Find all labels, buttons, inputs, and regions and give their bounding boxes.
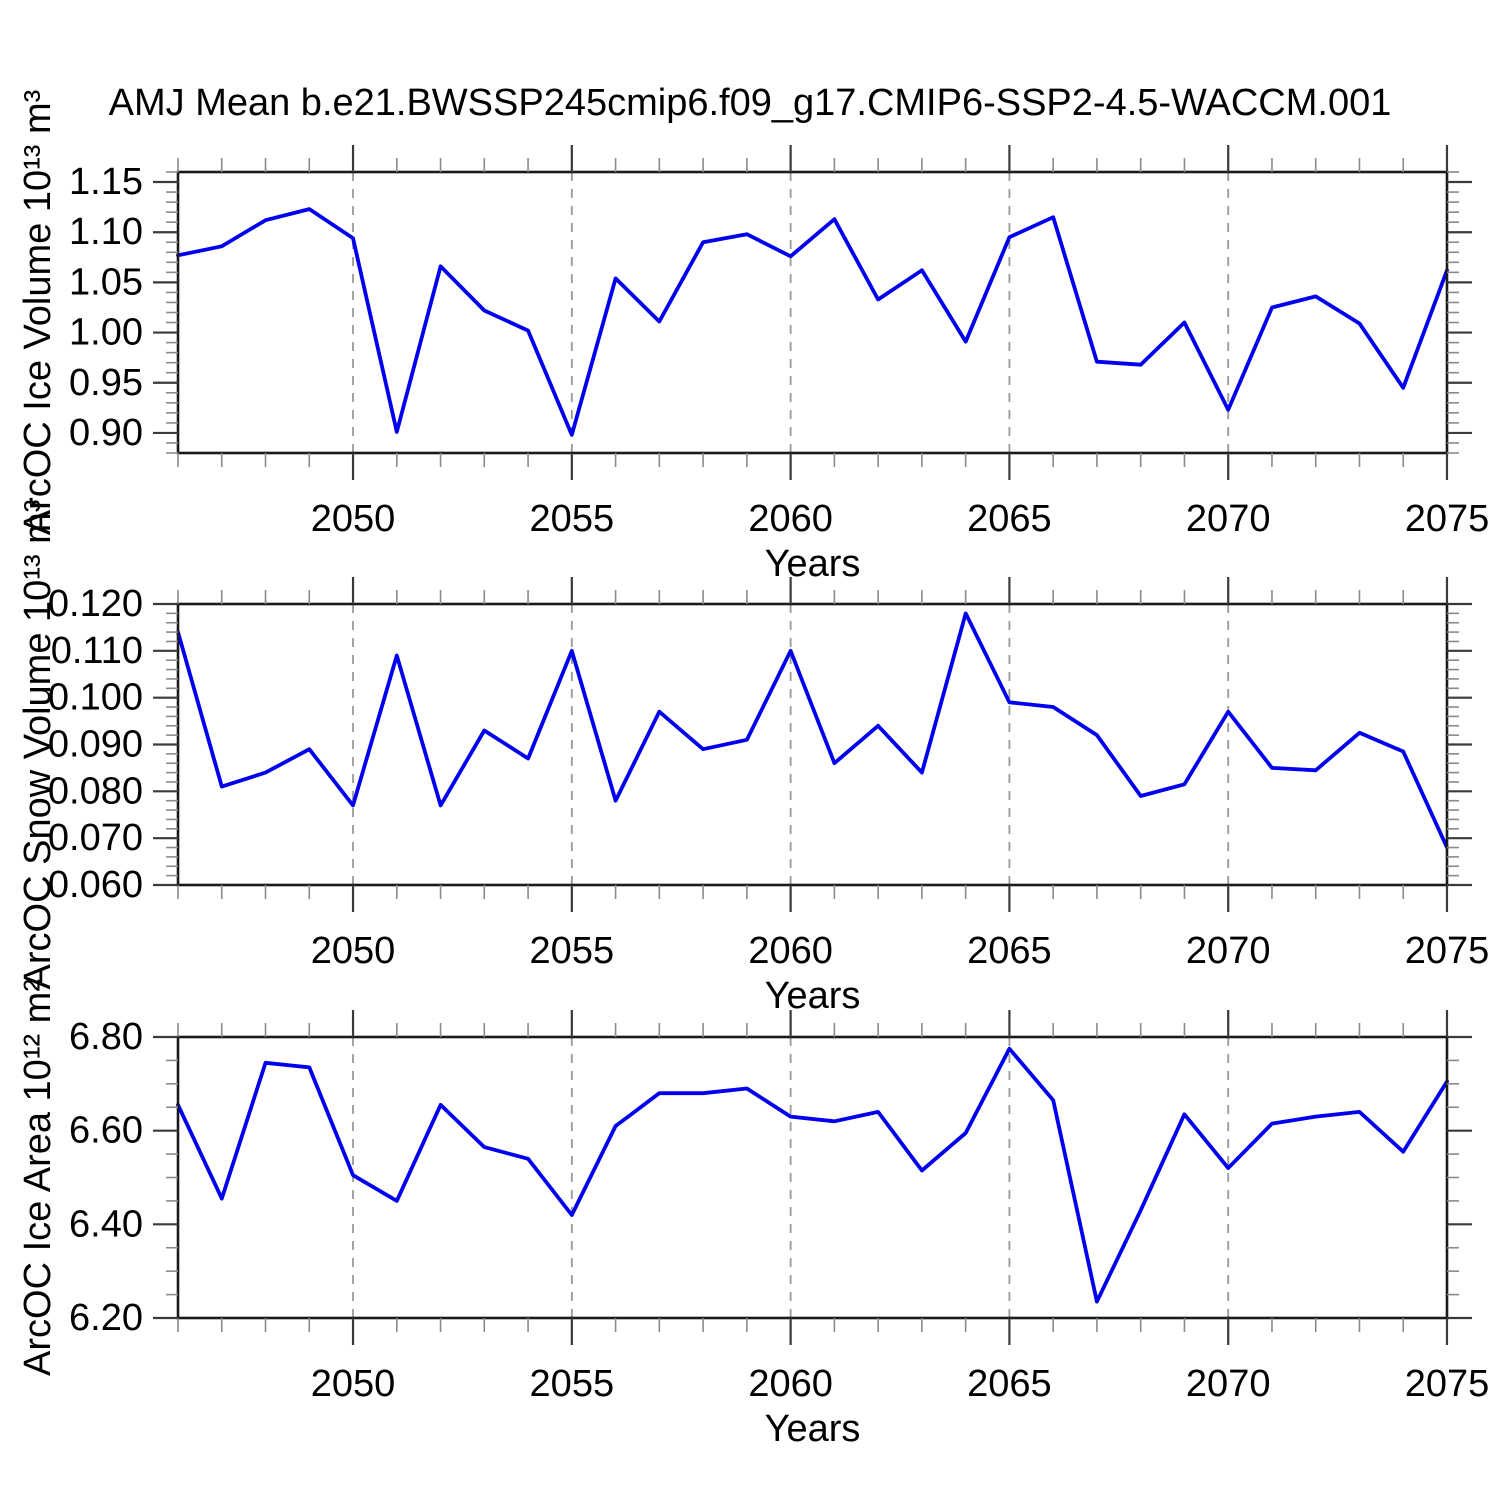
x-tick-labels: 2050 2055 2060 2065 2070 2075 (311, 930, 1490, 972)
y-ticks (153, 602, 1472, 887)
x-tick-label: 2050 (311, 498, 396, 540)
x-tick-labels: 2050 2055 2060 2065 2070 2075 (311, 1363, 1490, 1405)
x-tick-label: 2055 (530, 498, 615, 540)
y-axis-label: ArcOC Snow Volume 10¹³ m³ (17, 500, 59, 990)
x-tick-label: 2065 (967, 498, 1052, 540)
x-tick-label: 2050 (311, 930, 396, 972)
x-tick-label: 2065 (967, 930, 1052, 972)
x-tick-label: 2065 (967, 1363, 1052, 1405)
x-tick-label: 2070 (1186, 498, 1271, 540)
y-tick-label: 1.05 (69, 261, 143, 303)
x-tick-label: 2070 (1186, 1363, 1271, 1405)
x-tick-labels: 2050 2055 2060 2065 2070 2075 (311, 498, 1490, 540)
x-tick-label: 2075 (1405, 498, 1490, 540)
x-tick-label: 2075 (1405, 1363, 1490, 1405)
y-tick-label: 0.90 (69, 412, 143, 454)
panel-1: 0.90 0.95 1.00 1.05 1.10 1.15 2050 2055 2060 2065… (17, 90, 1489, 585)
y-tick-label: 0.110 (51, 630, 143, 672)
y-axis-label: ArcOC Ice Volume 10¹³ m³ (17, 90, 59, 536)
x-axis-label: Years (765, 975, 861, 1017)
chart-title: AMJ Mean b.e21.BWSSP245cmip6.f09_g17.CMI… (108, 82, 1392, 124)
y-tick-label: 0.080 (48, 770, 143, 812)
x-axis-label: Years (765, 543, 861, 585)
x-ticks (177, 1010, 1449, 1345)
y-tick-label: 6.40 (69, 1203, 143, 1245)
gridlines (352, 604, 1230, 885)
x-tick-label: 2050 (311, 1363, 396, 1405)
y-tick-label: 0.95 (69, 362, 143, 404)
x-tick-label: 2070 (1186, 930, 1271, 972)
y-tick-label: 0.060 (48, 864, 143, 906)
panel-3: 6.20 6.40 6.60 6.80 2050 2055 2060 2065 2070 2075… (17, 979, 1489, 1450)
x-ticks (177, 577, 1449, 912)
x-tick-label: 2055 (530, 930, 615, 972)
y-tick-label: 0.100 (48, 677, 143, 719)
y-ticks (153, 171, 1472, 454)
gridlines (352, 172, 1230, 453)
gridlines (352, 1037, 1230, 1318)
y-tick-label: 6.60 (69, 1110, 143, 1152)
y-tick-label: 0.120 (48, 583, 143, 625)
y-axis-label: ArcOC Ice Area 10¹² m² (17, 979, 59, 1376)
y-tick-label: 6.20 (69, 1297, 143, 1339)
plot-border (176, 602, 1449, 887)
plot-border (176, 1035, 1449, 1320)
x-tick-label: 2075 (1405, 930, 1490, 972)
y-tick-labels: 0.90 0.95 1.00 1.05 1.10 1.15 (69, 161, 143, 454)
y-tick-label: 0.070 (48, 817, 143, 859)
y-tick-label: 6.80 (69, 1016, 143, 1058)
y-tick-label: 1.15 (69, 161, 143, 203)
y-tick-labels: 6.20 6.40 6.60 6.80 (69, 1016, 143, 1339)
x-tick-label: 2055 (530, 1363, 615, 1405)
y-tick-label: 1.00 (69, 312, 143, 354)
y-ticks (153, 1035, 1472, 1320)
x-ticks (177, 145, 1449, 480)
data-line (176, 1046, 1449, 1304)
y-tick-label: 0.090 (48, 724, 143, 766)
x-tick-label: 2060 (748, 930, 833, 972)
x-axis-label: Years (765, 1408, 861, 1450)
data-line (176, 611, 1449, 850)
x-tick-label: 2060 (748, 498, 833, 540)
y-tick-label: 1.10 (69, 211, 143, 253)
data-line (176, 207, 1449, 437)
x-tick-label: 2060 (748, 1363, 833, 1405)
